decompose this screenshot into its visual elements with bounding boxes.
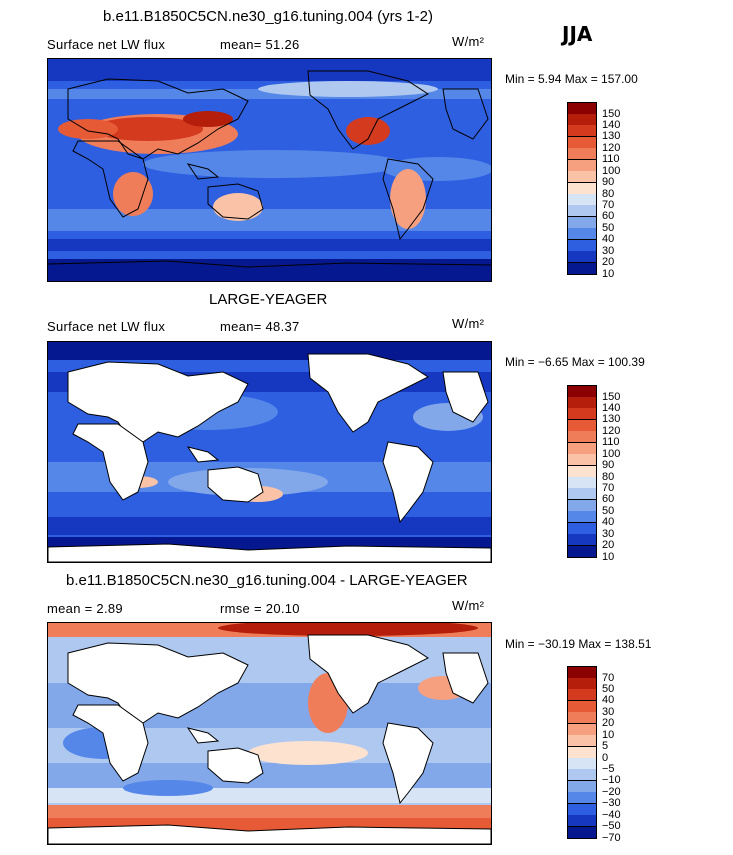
panel1-colorbar-label: 30 — [602, 245, 615, 257]
panel1-variable-label: Surface net LW flux — [47, 37, 166, 52]
panel3-mean-label: mean = 2.89 — [47, 601, 123, 616]
panel3-colorbar-label: 50 — [602, 683, 615, 695]
panel1-colorbar-label: 130 — [602, 130, 621, 142]
panel3-colorbar-label: 40 — [602, 694, 615, 706]
panel1-colorbar-label: 80 — [602, 188, 615, 200]
panel3-colorbar-label: −10 — [602, 774, 621, 786]
panel1-colorbar-label: 10 — [602, 268, 615, 280]
panel2-variable-label: Surface net LW flux — [47, 319, 166, 334]
panel2-title: LARGE-YEAGER — [209, 291, 328, 308]
panel1-units: W/m² — [452, 34, 485, 49]
panel2-map — [47, 341, 492, 563]
panel1-colorbar-label: 50 — [602, 222, 615, 234]
panel1-colorbar-box — [568, 228, 596, 240]
panel2-colorbar-label: 30 — [602, 528, 615, 540]
panel1-colorbar-label: 70 — [602, 199, 615, 211]
panel3-colorbar-box — [568, 735, 596, 747]
panel1-colorbar-box — [568, 263, 596, 275]
panel3-rmse-label: rmse = 20.10 — [220, 601, 300, 616]
panel3-colorbar-box — [568, 792, 596, 804]
panel2-colorbar-box — [568, 454, 596, 466]
panel2-colorbar-label: 150 — [602, 391, 621, 403]
panel2-colorbar-box — [568, 511, 596, 523]
panel1-colorbar-label: 140 — [602, 119, 621, 131]
panel3-colorbar-label: −70 — [602, 832, 621, 844]
panel2-colorbar-label: 120 — [602, 425, 621, 437]
panel1-colorbar-label: 150 — [602, 108, 621, 120]
panel3-colorbar-box — [568, 769, 596, 781]
panel2-units: W/m² — [452, 316, 485, 331]
panel1-colorbar-label: 120 — [602, 142, 621, 154]
panel3-colorbar-label: 30 — [602, 706, 615, 718]
panel3-colorbar-label: 10 — [602, 729, 615, 741]
panel2-range: Min = −6.65 Max = 100.39 — [505, 355, 645, 369]
panel1-colorbar-label: 110 — [602, 153, 620, 165]
panel1-mean-label: mean= 51.26 — [220, 37, 300, 52]
panel3-map — [47, 622, 492, 845]
panel3-colorbar-label: −40 — [602, 809, 621, 821]
panel2-colorbar-label: 20 — [602, 539, 615, 551]
panel1-colorbar-box — [568, 171, 596, 183]
panel3-units: W/m² — [452, 598, 485, 613]
panel2-colorbar-box — [568, 408, 596, 420]
panel3-colorbar-box — [568, 712, 596, 724]
season-label: JJA — [562, 22, 593, 46]
panel3-title: b.e11.B1850C5CN.ne30_g16.tuning.004 - LA… — [66, 572, 468, 589]
panel1-colorbar: 150 140 130 120 110 100 90 80 70 60 50 4… — [567, 102, 620, 280]
panel3-colorbar-label: 0 — [602, 752, 609, 764]
panel1-colorbar-label: 100 — [602, 165, 621, 177]
panel1-colorbar-box — [568, 125, 596, 137]
panel2-mean-label: mean= 48.37 — [220, 319, 300, 334]
panel1-title: b.e11.B1850C5CN.ne30_g16.tuning.004 (yrs… — [103, 8, 433, 25]
panel3-range: Min = −30.19 Max = 138.51 — [505, 637, 652, 651]
panel3-colorbar-label: −50 — [602, 820, 621, 832]
panel2-colorbar-box — [568, 534, 596, 546]
panel2-colorbar-label: 10 — [602, 551, 615, 563]
panel2-colorbar-label: 100 — [602, 448, 621, 460]
panel1-colorbar-box — [568, 205, 596, 217]
panel2-colorbar: 150 140 130 120 110 100 90 80 70 60 50 4… — [567, 385, 620, 563]
panel3-colorbar-label: −30 — [602, 797, 621, 809]
panel1-colorbar-label: 40 — [602, 233, 615, 245]
panel2-colorbar-label: 70 — [602, 482, 615, 494]
panel1-colorbar-label: 90 — [602, 176, 615, 188]
panel2-colorbar-label: 40 — [602, 516, 615, 528]
panel2-colorbar-label: 130 — [602, 413, 621, 425]
panel1-map — [47, 58, 492, 282]
panel3-colorbar-box — [568, 689, 596, 701]
panel2-colorbar-box — [568, 546, 596, 558]
panel3-colorbar-box — [568, 815, 596, 827]
panel2-colorbar-box — [568, 431, 596, 443]
panel2-colorbar-box — [568, 488, 596, 500]
panel3-colorbar: 70 50 40 30 20 10 5 0 −5 −10 −20 −30 −40… — [567, 666, 621, 844]
panel3-colorbar-label: −5 — [602, 763, 615, 775]
panel2-colorbar-label: 50 — [602, 505, 615, 517]
panel1-colorbar-box — [568, 251, 596, 263]
panel2-colorbar-label: 90 — [602, 459, 615, 471]
panel1-range: Min = 5.94 Max = 157.00 — [505, 72, 638, 86]
panel3-colorbar-label: 70 — [602, 672, 615, 684]
panel3-colorbar-label: 20 — [602, 717, 615, 729]
panel2-colorbar-label: 80 — [602, 471, 615, 483]
panel1-colorbar-label: 20 — [602, 256, 615, 268]
panel3-colorbar-label: 5 — [602, 740, 609, 752]
panel1-colorbar-label: 60 — [602, 210, 615, 222]
panel3-colorbar-label: −20 — [602, 786, 621, 798]
panel2-colorbar-label: 110 — [602, 436, 620, 448]
panel2-colorbar-label: 60 — [602, 493, 615, 505]
panel2-colorbar-label: 140 — [602, 402, 621, 414]
panel3-colorbar-box — [568, 827, 596, 839]
panel1-colorbar-box — [568, 148, 596, 160]
